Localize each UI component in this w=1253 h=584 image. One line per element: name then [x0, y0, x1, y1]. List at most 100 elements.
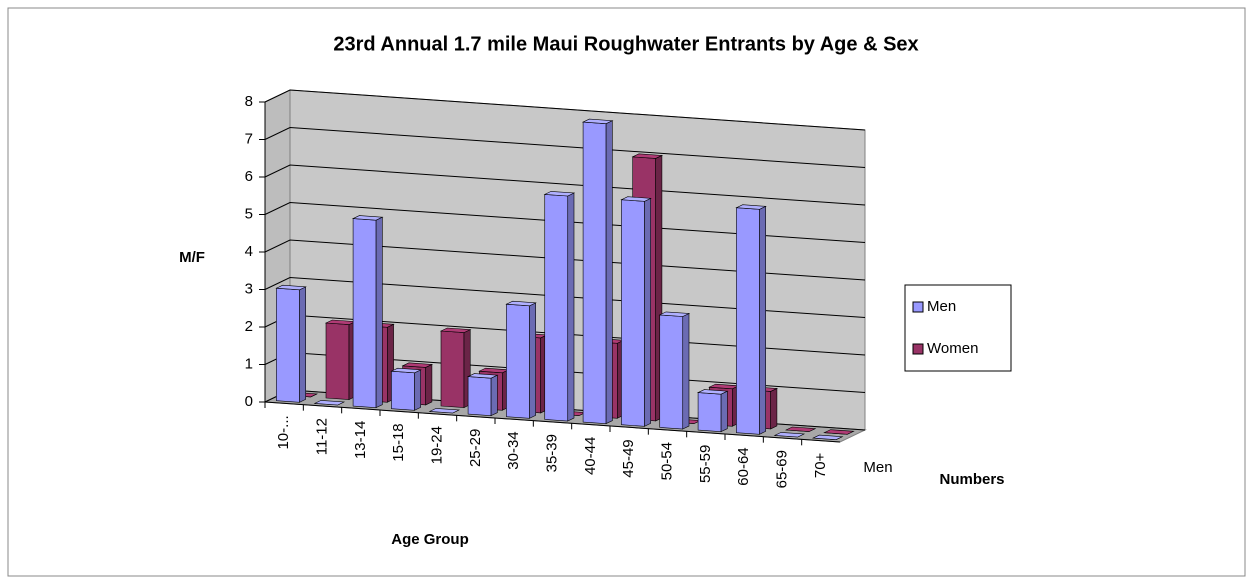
legend-swatch: [912, 343, 924, 355]
bar-top: [823, 429, 855, 435]
bar-side: [529, 302, 536, 419]
y-tick-label: 1: [245, 355, 253, 372]
bar: [735, 204, 767, 435]
legend-label: Men: [927, 298, 956, 315]
bar-top: [351, 215, 384, 221]
bar-side: [490, 374, 498, 417]
x-tick-label: 65-69: [773, 450, 790, 488]
bar: [313, 400, 346, 406]
bar-top: [466, 373, 499, 379]
bar-top: [313, 400, 346, 406]
bar-side: [759, 205, 766, 435]
y-tick-label: 5: [245, 205, 253, 222]
bar-front: [440, 330, 465, 408]
bar-front: [736, 207, 760, 435]
y-tick-label: 7: [245, 130, 253, 147]
x-tick-label: 30-34: [505, 431, 522, 469]
bar-front: [582, 121, 607, 424]
y-axis-title: M/F: [179, 249, 205, 266]
bar-side: [720, 390, 728, 433]
grid-line: [264, 239, 866, 281]
chart-title: 23rd Annual 1.7 mile Maui Roughwater Ent…: [333, 33, 918, 55]
bar-side: [770, 387, 778, 430]
bar-side: [567, 192, 575, 422]
bar: [439, 327, 472, 409]
bar-top: [401, 362, 434, 368]
bar-top: [784, 426, 817, 432]
bar: [543, 191, 576, 422]
bar-front: [659, 314, 684, 430]
bar-side: [299, 286, 306, 403]
bar-front: [391, 370, 415, 411]
bar-top: [658, 311, 691, 317]
bar-top: [811, 434, 844, 440]
bar: [505, 300, 537, 419]
x-tick-label: 19-24: [428, 426, 445, 464]
bar-front: [506, 303, 530, 419]
bar-front: [697, 392, 722, 432]
y-tick-label: 6: [245, 168, 253, 185]
bar: [696, 389, 729, 433]
bar: [784, 426, 817, 432]
x-tick-label: 45-49: [620, 439, 637, 477]
x-tick-label: 11-12: [313, 418, 330, 455]
bar-side: [644, 197, 651, 427]
y-tick-label: 0: [245, 393, 253, 410]
bar: [390, 367, 422, 411]
bar-top: [275, 284, 307, 291]
bar: [466, 373, 499, 417]
bar: [351, 215, 384, 409]
grid-line: [264, 276, 866, 318]
bar-side: [682, 313, 690, 430]
bar-top: [735, 204, 767, 210]
bar-side: [414, 369, 421, 411]
bar-side: [605, 120, 613, 425]
bar: [324, 319, 357, 401]
y-tick-label: 2: [245, 318, 253, 335]
grid-line: [264, 201, 866, 243]
bar-top: [543, 191, 576, 197]
x-axis: [264, 401, 841, 443]
y-tick-label: 3: [245, 280, 253, 297]
bar: [620, 196, 652, 427]
bar-top: [696, 389, 729, 395]
z-axis-title: Numbers: [939, 471, 1004, 488]
bar: [581, 118, 614, 425]
bar-top: [631, 153, 664, 159]
bar: [275, 284, 307, 403]
bar-front: [352, 218, 377, 408]
grid-line: [264, 126, 866, 168]
x-tick-label: 40-44: [582, 437, 599, 475]
x-tick-label: 25-29: [467, 429, 484, 467]
bar-top: [439, 327, 472, 333]
x-tick-label: 13-14: [352, 421, 369, 459]
bar: [811, 434, 844, 440]
bar-top: [428, 408, 461, 414]
bar: [823, 429, 855, 435]
grid-line: [264, 164, 866, 206]
z-tick-label: Men: [863, 459, 892, 476]
bar-side: [425, 363, 433, 406]
x-tick-label: 15-18: [390, 423, 407, 461]
grid-line: [264, 89, 866, 131]
x-axis-title: Age Group: [391, 531, 469, 548]
x-tick-label: 10-...: [275, 415, 292, 449]
x-tick-label: 35-39: [543, 434, 560, 472]
bar-front: [621, 199, 645, 427]
x-tick-label: 50-54: [658, 442, 675, 480]
bar-side: [375, 216, 383, 409]
bar: [658, 311, 691, 430]
bar-front: [276, 287, 300, 403]
x-tick-label: 55-59: [697, 445, 714, 483]
x-tick-label: 70+: [812, 452, 829, 478]
x-tick-label: 60-64: [735, 447, 752, 485]
legend-swatch: [912, 301, 924, 313]
bar-top: [620, 196, 652, 202]
bar: [773, 432, 806, 438]
y-tick-label: 8: [245, 93, 253, 110]
y-tick-label: 4: [245, 243, 253, 260]
legend-box: [904, 284, 1012, 372]
bar-front: [467, 376, 492, 416]
bar: [428, 408, 461, 414]
